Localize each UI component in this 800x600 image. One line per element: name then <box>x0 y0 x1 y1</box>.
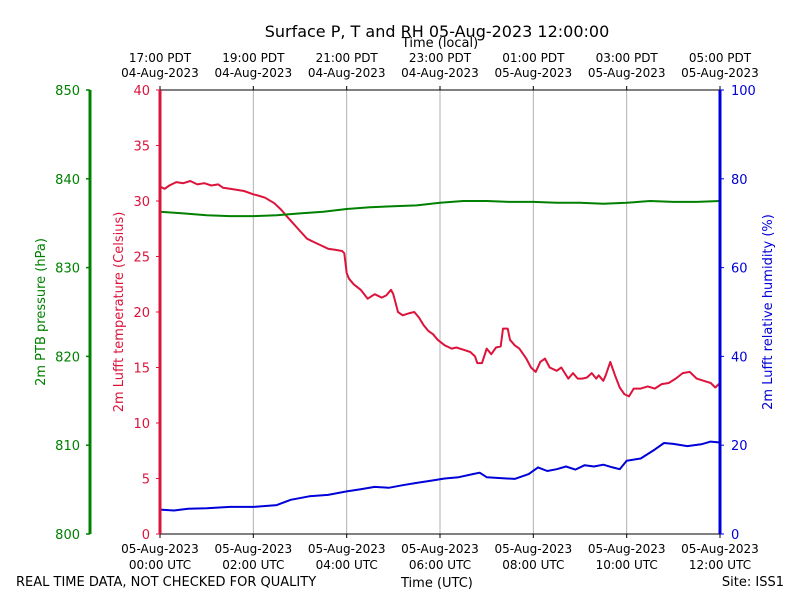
x-tick-label-date: 05-Aug-2023 <box>401 542 479 556</box>
temperature-axis-label: 2m Lufft temperature (Celsius) <box>112 212 127 413</box>
temperature-tick-label: 40 <box>133 84 150 99</box>
temperature-tick-label: 30 <box>133 195 150 210</box>
top-tick-label-date: 05-Aug-2023 <box>681 66 759 80</box>
x-axis-label: Time (UTC) <box>401 576 473 591</box>
pressure-tick-label: 850 <box>55 84 80 99</box>
pressure-tick-label: 840 <box>55 173 80 188</box>
pressure-series-line <box>159 200 721 218</box>
humidity-tick-label: 60 <box>731 262 748 277</box>
temperature-tick-label: 35 <box>133 140 150 155</box>
humidity-tick-label: 40 <box>731 350 748 365</box>
x-tick-label-date: 05-Aug-2023 <box>308 542 386 556</box>
top-tick-label-time: 05:00 PDT <box>689 51 752 65</box>
top-tick-label-time: 21:00 PDT <box>316 51 379 65</box>
x-tick-label-time: 00:00 UTC <box>129 558 191 572</box>
top-axis-label: Time (local) <box>401 36 478 51</box>
humidity-tick-label: 80 <box>731 173 748 188</box>
x-tick-label-time: 12:00 UTC <box>689 558 751 572</box>
series-layer <box>159 180 721 512</box>
x-tick-label-date: 05-Aug-2023 <box>588 542 666 556</box>
pressure-tick-label: 820 <box>55 350 80 365</box>
x-tick-label-date: 05-Aug-2023 <box>121 542 199 556</box>
temperature-tick-label: 15 <box>133 362 150 377</box>
top-tick-label-date: 05-Aug-2023 <box>588 66 666 80</box>
temperature-tick-label: 5 <box>142 473 150 488</box>
top-tick-label-time: 03:00 PDT <box>596 51 659 65</box>
x-tick-label-time: 02:00 UTC <box>222 558 284 572</box>
humidity-tick-label: 100 <box>731 84 756 99</box>
temperature-tick-label: 25 <box>133 251 150 266</box>
x-tick-label-date: 05-Aug-2023 <box>681 542 759 556</box>
top-tick-label-date: 04-Aug-2023 <box>121 66 199 80</box>
x-tick-label-time: 06:00 UTC <box>409 558 471 572</box>
top-tick-label-date: 04-Aug-2023 <box>401 66 479 80</box>
temperature-series-line <box>159 180 721 398</box>
top-tick-label-date: 05-Aug-2023 <box>495 66 573 80</box>
axes-layer: 05-Aug-2023 00:00 UTC 05-Aug-2023 02:00 UTC… <box>34 51 776 572</box>
pressure-tick-label: 800 <box>55 528 80 543</box>
chart-title: Surface P, T and RH 05-Aug-2023 12:00:00 <box>265 22 610 41</box>
temperature-tick-label: 10 <box>133 417 150 432</box>
top-tick-label-date: 04-Aug-2023 <box>308 66 386 80</box>
top-tick-label-date: 04-Aug-2023 <box>215 66 293 80</box>
x-tick-label-time: 04:00 UTC <box>316 558 378 572</box>
top-tick-label-time: 17:00 PDT <box>129 51 192 65</box>
humidity-axis-label: 2m Lufft relative humidity (%) <box>761 214 776 410</box>
top-tick-label-time: 23:00 PDT <box>409 51 472 65</box>
x-tick-label-time: 08:00 UTC <box>502 558 564 572</box>
x-tick-label-time: 10:00 UTC <box>596 558 658 572</box>
top-tick-label-time: 01:00 PDT <box>502 51 565 65</box>
pressure-tick-label: 810 <box>55 439 80 454</box>
humidity-tick-label: 0 <box>731 528 739 543</box>
pressure-tick-label: 830 <box>55 262 80 277</box>
temperature-tick-label: 20 <box>133 306 150 321</box>
humidity-series-line <box>159 440 721 512</box>
x-gridlines <box>252 90 628 534</box>
humidity-tick-label: 20 <box>731 439 748 454</box>
x-tick-label-date: 05-Aug-2023 <box>495 542 573 556</box>
top-tick-label-time: 19:00 PDT <box>222 51 285 65</box>
site-label: Site: ISS1 <box>721 575 784 590</box>
x-tick-label-date: 05-Aug-2023 <box>215 542 293 556</box>
temperature-tick-label: 0 <box>142 528 150 543</box>
quality-disclaimer: REAL TIME DATA, NOT CHECKED FOR QUALITY <box>16 575 317 590</box>
pressure-axis-label: 2m PTB pressure (hPa) <box>34 238 49 386</box>
